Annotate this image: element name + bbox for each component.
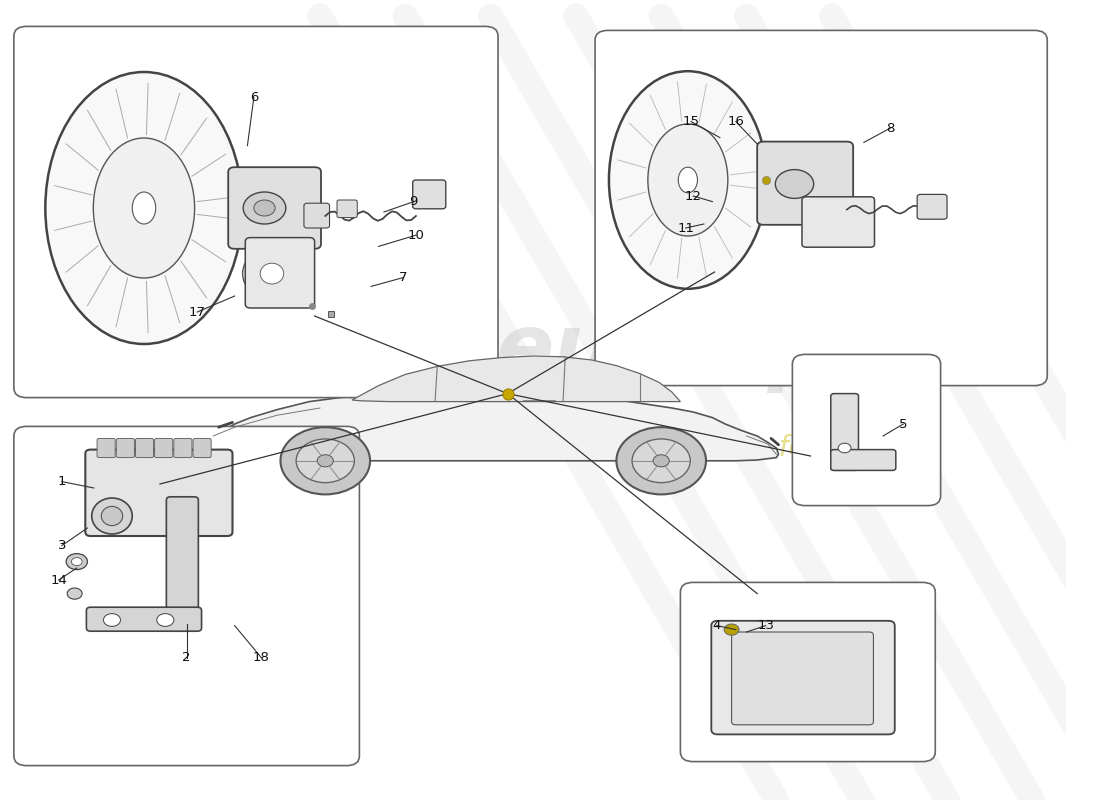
FancyBboxPatch shape [117, 438, 134, 458]
FancyBboxPatch shape [830, 394, 858, 470]
Circle shape [254, 200, 275, 216]
Circle shape [616, 427, 706, 494]
FancyBboxPatch shape [802, 197, 874, 247]
Text: 17: 17 [189, 306, 206, 318]
Ellipse shape [45, 72, 243, 344]
Text: 1: 1 [57, 475, 66, 488]
Circle shape [243, 192, 286, 224]
Ellipse shape [91, 498, 132, 534]
FancyBboxPatch shape [681, 582, 935, 762]
Ellipse shape [132, 192, 156, 224]
Circle shape [72, 558, 82, 566]
Circle shape [776, 170, 814, 198]
Text: 18: 18 [253, 651, 270, 664]
FancyBboxPatch shape [14, 426, 360, 766]
Circle shape [67, 588, 82, 599]
FancyBboxPatch shape [97, 438, 116, 458]
Text: 11: 11 [678, 222, 694, 234]
FancyBboxPatch shape [337, 200, 358, 218]
Text: 4: 4 [713, 619, 721, 632]
Text: 7: 7 [399, 271, 407, 284]
Ellipse shape [648, 124, 728, 236]
FancyBboxPatch shape [174, 438, 192, 458]
FancyBboxPatch shape [87, 607, 201, 631]
FancyBboxPatch shape [732, 632, 873, 725]
FancyBboxPatch shape [166, 497, 198, 631]
Ellipse shape [101, 506, 122, 526]
FancyBboxPatch shape [830, 450, 895, 470]
Polygon shape [213, 390, 779, 461]
FancyBboxPatch shape [792, 354, 940, 506]
Ellipse shape [609, 71, 767, 289]
FancyBboxPatch shape [412, 180, 446, 209]
Text: a passion for parts: a passion for parts [638, 434, 898, 462]
FancyBboxPatch shape [135, 438, 154, 458]
Text: 6: 6 [250, 91, 258, 104]
FancyBboxPatch shape [86, 450, 232, 536]
FancyBboxPatch shape [245, 238, 315, 308]
Circle shape [838, 443, 851, 453]
Circle shape [157, 614, 174, 626]
Circle shape [724, 624, 739, 635]
Ellipse shape [94, 138, 195, 278]
FancyBboxPatch shape [757, 142, 854, 225]
FancyBboxPatch shape [304, 203, 330, 228]
FancyBboxPatch shape [155, 438, 173, 458]
FancyBboxPatch shape [192, 438, 211, 458]
Circle shape [296, 439, 354, 482]
Circle shape [103, 614, 121, 626]
Ellipse shape [261, 263, 284, 284]
Text: eurospares: eurospares [496, 310, 1041, 394]
Text: 16: 16 [727, 115, 745, 128]
Ellipse shape [243, 247, 301, 300]
Circle shape [66, 554, 87, 570]
Text: 13: 13 [757, 619, 774, 632]
Text: 12: 12 [684, 190, 702, 202]
Text: 10: 10 [407, 229, 425, 242]
FancyBboxPatch shape [595, 30, 1047, 386]
Text: 8: 8 [887, 122, 894, 134]
Text: 15: 15 [683, 115, 700, 128]
FancyBboxPatch shape [14, 26, 498, 398]
FancyBboxPatch shape [228, 167, 321, 249]
Text: 2: 2 [183, 651, 191, 664]
Text: 14: 14 [51, 574, 67, 586]
Text: 5: 5 [899, 418, 907, 430]
Polygon shape [352, 356, 681, 402]
Text: 3: 3 [57, 539, 66, 552]
Circle shape [653, 454, 669, 467]
Circle shape [632, 439, 691, 482]
FancyBboxPatch shape [917, 194, 947, 219]
Text: 9: 9 [409, 195, 418, 208]
Circle shape [280, 427, 370, 494]
FancyBboxPatch shape [712, 621, 894, 734]
Ellipse shape [679, 167, 697, 193]
Circle shape [317, 454, 333, 467]
